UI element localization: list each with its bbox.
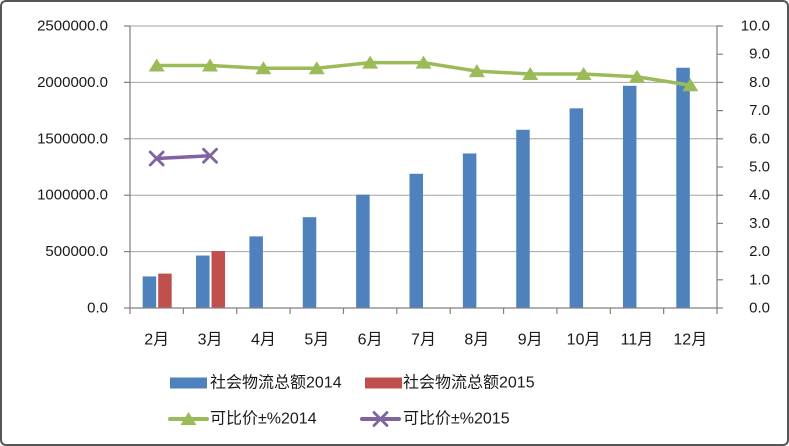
y-left-tick-label: 2500000.0 [37,18,108,35]
x-axis-tick-label: 5月 [304,332,329,349]
bar-社会物流总额2015 [158,273,172,308]
triangle-marker [415,55,432,69]
y-left-tick-label: 1500000.0 [37,130,108,147]
x-axis-tick-label: 10月 [567,332,601,349]
y-right-tick-label: 0.0 [749,300,770,317]
triangle-marker [575,66,592,80]
bar-社会物流总额2014 [142,276,157,308]
growth-line-可比价±%2015 [154,153,212,161]
x-marker [202,147,218,164]
x-axis-tick-label: 7月 [411,332,436,349]
y-right-tick-label: 5.0 [749,159,770,176]
legend-triangle-marker [180,412,197,425]
x-axis-tick-label: 3月 [198,332,223,349]
y-right-tick-label: 9.0 [749,46,770,63]
y-left-tick-label: 2000000.0 [37,74,108,91]
x-axis-tick-label: 9月 [518,332,543,349]
x-axis-tick-label: 11月 [621,332,654,349]
bar-社会物流总额2014 [676,67,690,309]
bar-社会物流总额2014 [569,108,584,309]
y-right-tick-label: 4.0 [749,187,770,204]
bar-社会物流总额2014 [622,85,637,308]
y-left-tick-label: 500000.0 [45,243,108,260]
bar-社会物流总额2014 [302,217,317,308]
y-right-tick-label: 2.0 [749,243,770,260]
triangle-marker [308,61,325,75]
x-axis-tick-label: 12月 [673,332,707,349]
y-right-tick-label: 8.0 [749,74,770,91]
triangle-marker [628,69,645,83]
bar-社会物流总额2015 [211,251,226,308]
legend-x-marker [372,411,389,427]
y-right-tick-label: 6.0 [749,130,770,147]
bar-社会物流总额2014 [356,194,370,308]
legend-label: 社会物流总额2015 [403,374,535,392]
legend-swatch [365,377,402,389]
x-axis-tick-label: 4月 [251,332,276,349]
x-axis-tick-label: 2月 [144,332,169,349]
bar-社会物流总额2014 [249,236,263,308]
triangle-marker [148,58,165,72]
legend-label: 可比价±%2014 [210,410,317,428]
x-axis-tick-label: 6月 [358,332,383,349]
legend-label: 可比价±%2015 [403,410,510,428]
y-left-tick-label: 1000000.0 [37,187,108,204]
y-right-tick-label: 10.0 [741,18,770,35]
bar-社会物流总额2014 [516,129,530,308]
triangle-marker [522,66,539,80]
y-right-tick-label: 1.0 [749,271,770,288]
y-left-tick-label: 0.0 [87,300,108,317]
x-axis-tick-label: 8月 [464,332,489,349]
triangle-marker [255,61,272,75]
bar-社会物流总额2014 [409,173,423,308]
bar-社会物流总额2014 [462,153,477,308]
triangle-marker [362,55,379,69]
legend-label: 社会物流总额2014 [210,374,342,392]
bar-社会物流总额2014 [196,255,210,308]
y-right-tick-label: 3.0 [749,215,770,232]
triangle-marker [202,58,219,72]
legend-swatch [170,377,207,389]
triangle-marker [682,78,699,92]
x-marker [148,150,165,167]
triangle-marker [468,64,485,78]
y-right-tick-label: 7.0 [749,102,770,119]
